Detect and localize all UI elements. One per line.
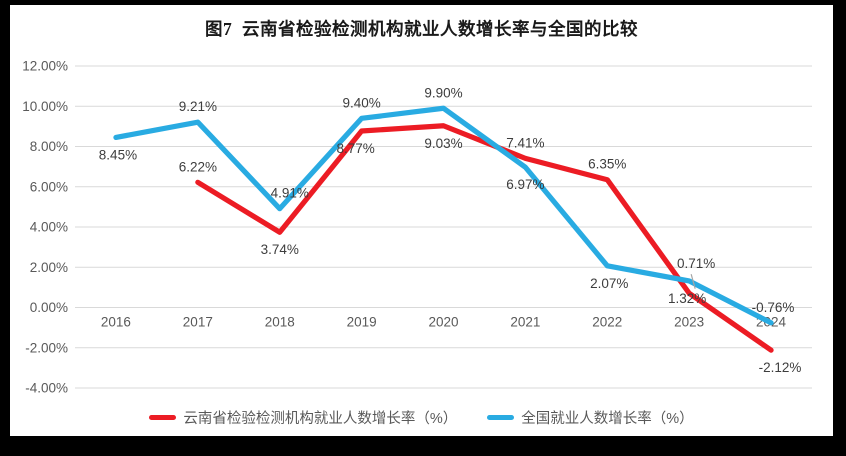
x-axis-label: 2021 [510,315,540,330]
y-axis-label: 4.00% [30,220,68,235]
yunnan-series-data-labels: 6.22% 3.74% 8.77% 9.03% 7.41% 6.35% 0.71% -2.12… [179,135,802,375]
x-axis-label: 2022 [592,315,622,330]
data-label: 0.71% [677,256,715,271]
y-axis-label: -4.00% [25,381,68,396]
y-axis-label: 12.00% [22,59,68,74]
data-label: 1.32% [668,291,706,306]
red-line-marker-icon [149,415,177,420]
chart-title: 图7 云南省检验检测机构就业人数增长率与全国的比较 [205,19,638,39]
y-axis-labels: 12.00% 10.00% 8.00% 6.00% 4.00% 2.00% 0.00% -2.… [22,59,68,396]
x-axis-label: 2020 [428,315,458,330]
line-chart-plot: 12.00% 10.00% 8.00% 6.00% 4.00% 2.00% 0.00% -2.… [22,59,812,396]
data-label: -2.12% [759,360,802,375]
data-label: 7.41% [506,135,544,150]
chart-window: 图7 云南省检验检测机构就业人数增长率与全国的比较 12.00% 10.00% 8.… [10,5,833,436]
data-label: 9.90% [424,85,462,100]
y-axis-label: 10.00% [22,99,68,114]
legend-label-yunnan: 云南省检验检测机构就业人数增长率（%） [183,411,458,427]
y-axis-label: 0.00% [30,300,68,315]
x-axis-label: 2019 [347,315,377,330]
data-label: 9.03% [424,136,462,151]
label-leader-line [690,274,696,289]
data-label: 9.21% [179,99,217,114]
x-axis-label: 2018 [265,315,295,330]
data-label: 8.45% [99,147,137,162]
national-series-line [113,105,774,326]
yunnan-series-line [195,123,774,353]
data-label: 2.07% [590,276,628,291]
data-label: 4.91% [271,186,309,201]
y-gridlines [75,65,812,389]
y-axis-label: -2.00% [25,340,68,355]
x-axis-label: 2016 [101,315,131,330]
legend-label-national: 全国就业人数增长率（%） [521,411,694,427]
data-label: -0.76% [752,300,795,315]
y-axis-label: 8.00% [30,139,68,154]
data-label: 3.74% [261,242,299,257]
y-axis-label: 6.00% [30,179,68,194]
blue-line-marker-icon [487,415,515,420]
y-axis-label: 2.00% [30,260,68,275]
legend-item-national: 全国就业人数增长率（%） [487,407,694,428]
data-label: 6.97% [506,177,544,192]
chart-legend: 云南省检验检测机构就业人数增长率（%） 全国就业人数增长率（%） [10,407,833,428]
x-axis-label: 2023 [674,315,704,330]
data-label: 6.35% [588,157,626,172]
national-series-data-labels: 8.45% 9.21% 4.91% 9.40% 9.90% 6.97% 2.07% 1.32%… [99,85,795,315]
legend-item-yunnan: 云南省检验检测机构就业人数增长率（%） [149,407,457,428]
data-label: 9.40% [342,95,380,110]
x-axis-label: 2017 [183,315,213,330]
data-label: 6.22% [179,159,217,174]
x-axis-labels: 2016 2017 2018 2019 2020 2021 2022 2023 2024 [101,315,787,330]
data-label: 8.77% [336,141,374,156]
